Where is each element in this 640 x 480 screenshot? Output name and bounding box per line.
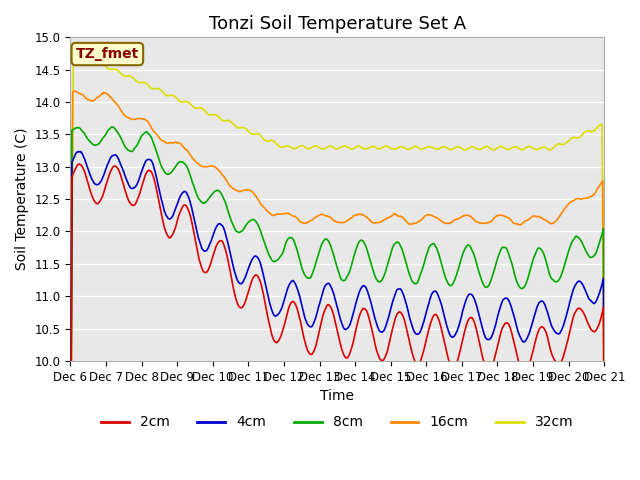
Text: TZ_fmet: TZ_fmet <box>76 47 139 61</box>
Y-axis label: Soil Temperature (C): Soil Temperature (C) <box>15 128 29 270</box>
X-axis label: Time: Time <box>321 389 355 403</box>
Legend: 2cm, 4cm, 8cm, 16cm, 32cm: 2cm, 4cm, 8cm, 16cm, 32cm <box>95 410 579 435</box>
Title: Tonzi Soil Temperature Set A: Tonzi Soil Temperature Set A <box>209 15 466 33</box>
